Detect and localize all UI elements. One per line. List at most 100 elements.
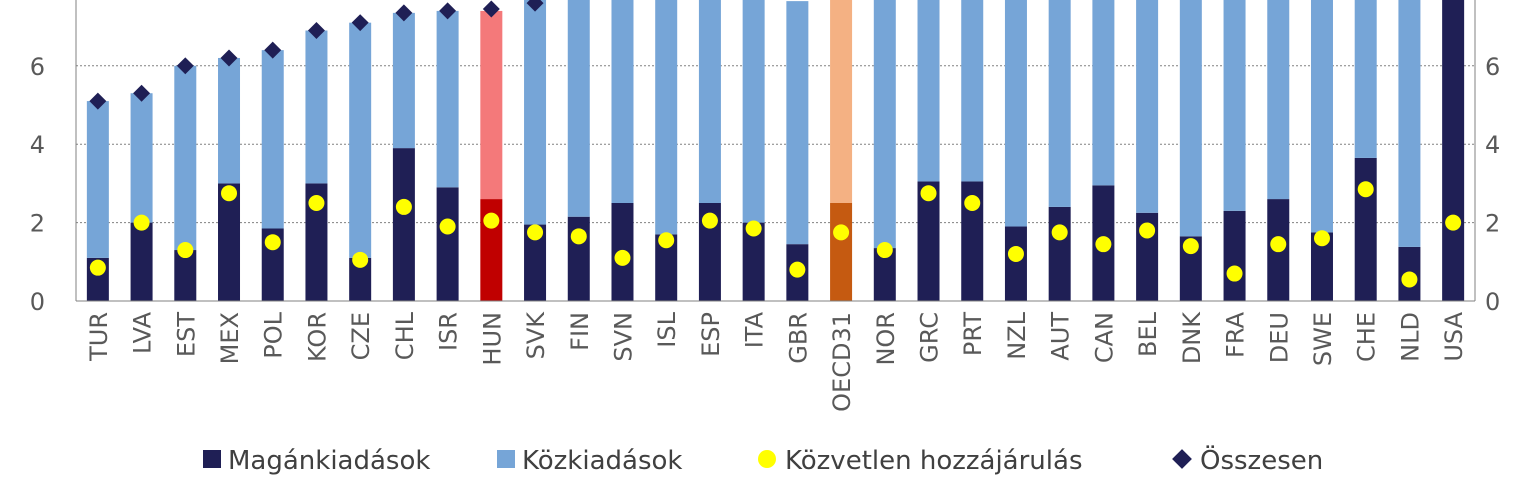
dot-direct-CHE bbox=[1357, 181, 1374, 198]
dot-direct-NZL bbox=[1007, 245, 1024, 262]
dot-direct-KOR bbox=[308, 195, 325, 211]
x-label-HUN: HUN bbox=[478, 312, 506, 366]
x-label-FIN: FIN bbox=[566, 312, 594, 351]
y-tick-label-right: 2 bbox=[1485, 210, 1500, 238]
legend-swatch-direct bbox=[758, 450, 776, 468]
bar-private-ITA bbox=[742, 222, 765, 301]
bar-public-CZE bbox=[349, 22, 372, 258]
bar-public-MEX bbox=[218, 57, 241, 184]
bar-public-CHL bbox=[392, 12, 415, 149]
bar-public-FRA bbox=[1223, 0, 1246, 211]
bar-public-HUN bbox=[480, 10, 503, 200]
bar-public-NLD bbox=[1398, 0, 1421, 247]
x-label-NOR: NOR bbox=[872, 312, 900, 366]
dot-direct-CZE bbox=[352, 251, 369, 268]
x-label-CAN: CAN bbox=[1090, 312, 1118, 363]
axes bbox=[75, 0, 1476, 302]
bar-public-TUR bbox=[86, 101, 109, 258]
bar-private-CHE bbox=[1354, 157, 1377, 301]
dot-direct-CAN bbox=[1095, 236, 1112, 253]
y-tick-label-right: 6 bbox=[1485, 53, 1500, 81]
bar-private-DNK bbox=[1179, 236, 1202, 301]
legend-swatch-private bbox=[203, 450, 221, 468]
x-label-LVA: LVA bbox=[129, 311, 157, 354]
x-label-MEX: MEX bbox=[216, 312, 244, 364]
bars bbox=[86, 0, 1465, 301]
y-tick-labels: 0 0 2 2 4 4 6 6 bbox=[30, 53, 1501, 316]
bar-private-LVA bbox=[130, 222, 153, 301]
bar-public-PRT bbox=[961, 0, 984, 182]
dot-direct-OECD31 bbox=[833, 224, 850, 241]
legend-label-public: Közkiadások bbox=[522, 446, 682, 476]
bar-public-DNK bbox=[1179, 0, 1202, 237]
dot-direct-ISR bbox=[439, 218, 456, 235]
dot-direct-NLD bbox=[1401, 271, 1418, 288]
x-label-KOR: KOR bbox=[303, 312, 331, 362]
bar-public-OECD31 bbox=[830, 0, 853, 203]
x-category-labels: TUR LVA EST MEX POL KOR CZE CHL ISR HUN SVK FIN SVN I… bbox=[85, 311, 1468, 412]
x-label-EST: EST bbox=[172, 312, 200, 357]
dot-direct-FRA bbox=[1226, 265, 1243, 282]
x-label-ESP: ESP bbox=[697, 312, 725, 357]
bar-private-USA bbox=[1442, 0, 1465, 301]
dot-direct-PRT bbox=[964, 195, 981, 211]
legend-label-private: Magánkiadások bbox=[228, 446, 430, 476]
dot-direct-BEL bbox=[1139, 222, 1156, 239]
legend: Magánkiadások Közkiadások Közvetlen hozz… bbox=[203, 444, 1323, 476]
bar-private-ISR bbox=[436, 187, 459, 301]
x-label-CZE: CZE bbox=[347, 312, 375, 360]
x-label-NLD: NLD bbox=[1396, 312, 1424, 362]
x-label-ISL: ISL bbox=[653, 311, 681, 347]
bar-private-GRC bbox=[917, 181, 940, 301]
bar-public-NOR bbox=[873, 0, 896, 249]
bar-public-SWE bbox=[1310, 0, 1333, 233]
legend-swatch-total bbox=[1172, 449, 1192, 469]
y-tick-label-left: 2 bbox=[30, 210, 45, 238]
dot-direct-MEX bbox=[221, 185, 238, 202]
dot-direct-CHL bbox=[395, 198, 412, 215]
dot-direct-ESP bbox=[701, 212, 718, 229]
bar-public-KOR bbox=[305, 30, 328, 184]
bar-public-SVN bbox=[611, 0, 634, 203]
bar-private-ESP bbox=[698, 203, 721, 301]
bar-public-ISR bbox=[436, 10, 459, 188]
legend-swatch-public bbox=[497, 450, 515, 468]
dot-direct-DNK bbox=[1182, 238, 1199, 255]
marker-total-LVA bbox=[133, 84, 151, 102]
y-tick-label-left: 0 bbox=[30, 288, 45, 316]
legend-label-total: Összesen bbox=[1200, 444, 1323, 476]
marker-total-TUR bbox=[89, 92, 107, 110]
marker-total-SVK bbox=[526, 0, 544, 12]
bar-public-GBR bbox=[786, 1, 809, 245]
x-label-NZL: NZL bbox=[1003, 311, 1031, 359]
bar-private-EST bbox=[174, 250, 197, 301]
x-label-POL: POL bbox=[260, 311, 288, 358]
dot-direct-POL bbox=[264, 234, 281, 251]
bar-public-ESP bbox=[698, 0, 721, 203]
dot-direct-HUN bbox=[483, 212, 500, 229]
x-label-DNK: DNK bbox=[1178, 311, 1206, 364]
x-label-OECD31: OECD31 bbox=[828, 312, 856, 412]
x-label-SVK: SVK bbox=[522, 311, 550, 360]
bar-private-OECD31 bbox=[830, 203, 853, 301]
bar-public-CAN bbox=[1092, 0, 1115, 186]
x-label-FRA: FRA bbox=[1222, 311, 1250, 358]
y-tick-label-right: 4 bbox=[1485, 131, 1500, 159]
x-label-TUR: TUR bbox=[85, 312, 113, 362]
y-tick-label-left: 4 bbox=[30, 131, 45, 159]
bar-private-SVK bbox=[524, 224, 547, 301]
bar-public-AUT bbox=[1048, 0, 1071, 207]
dot-direct-SWE bbox=[1313, 230, 1330, 247]
bar-public-FIN bbox=[567, 0, 590, 217]
x-label-AUT: AUT bbox=[1047, 312, 1075, 361]
dot-direct-ISL bbox=[658, 232, 675, 249]
legend-label-direct: Közvetlen hozzájárulás bbox=[785, 446, 1083, 476]
dot-direct-DEU bbox=[1270, 236, 1287, 253]
bar-private-PRT bbox=[961, 181, 984, 301]
bar-private-FRA bbox=[1223, 210, 1246, 301]
dot-direct-ITA bbox=[745, 220, 762, 237]
x-label-DEU: DEU bbox=[1265, 312, 1293, 363]
bar-private-NOR bbox=[873, 248, 896, 301]
bar-public-NZL bbox=[1004, 0, 1027, 227]
x-label-USA: USA bbox=[1440, 311, 1468, 361]
